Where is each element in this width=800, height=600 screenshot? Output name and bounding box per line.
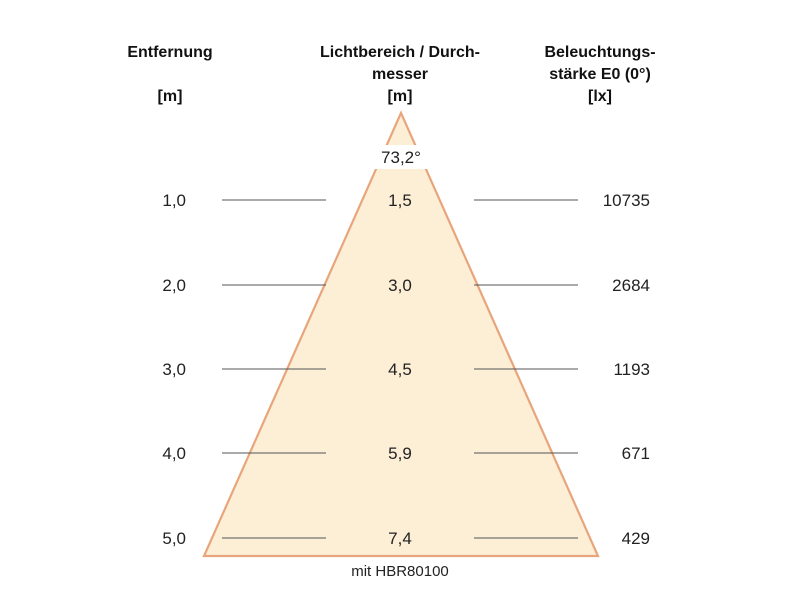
lamp-footnote: mit HBR80100: [351, 563, 449, 580]
illuminance-value: 10735: [603, 191, 650, 210]
diameter-value: 1,5: [388, 191, 412, 210]
illuminance-header-line-1: Beleuchtungs-: [544, 44, 656, 61]
distance-header: Entfernung [m]: [110, 42, 230, 108]
row-guide-lines: [222, 199, 578, 539]
illuminance-value: 429: [622, 529, 650, 548]
illuminance-header-unit: [lx]: [588, 88, 612, 105]
diameter-value: 5,9: [388, 444, 412, 463]
diameter-header-unit: [m]: [387, 88, 413, 105]
diameter-value: 4,5: [388, 360, 412, 379]
distance-value: 1,0: [162, 191, 186, 210]
distance-value: 3,0: [162, 360, 186, 379]
illuminance-header-line-2: stärke E0 (0°): [549, 66, 651, 83]
row-value-labels: 1,0 1,5 10735 2,0 3,0 2684 3,0 4,5 1193 4,0 5,9 671…: [162, 191, 650, 548]
distance-header-line-1: Entfernung: [127, 44, 213, 61]
distance-header-unit: [m]: [157, 88, 183, 105]
beam-angle-label: 73,2°: [381, 148, 421, 167]
illuminance-value: 671: [622, 444, 650, 463]
illuminance-header: Beleuchtungs- stärke E0 (0°) [lx]: [520, 42, 680, 108]
beam-angle-label-bg: [362, 145, 440, 169]
distance-value: 5,0: [162, 529, 186, 548]
light-cone: [202, 110, 600, 558]
diameter-header-line-2: messer: [371, 66, 429, 83]
diameter-value: 3,0: [388, 276, 412, 295]
illuminance-value: 2684: [612, 276, 650, 295]
diameter-header-line-1: Lichtbereich / Durch-: [319, 44, 481, 61]
diameter-value: 7,4: [388, 529, 412, 548]
distance-value: 2,0: [162, 276, 186, 295]
distance-value: 4,0: [162, 444, 186, 463]
diameter-header: Lichtbereich / Durch- messer [m]: [300, 42, 500, 108]
illuminance-value: 1193: [613, 360, 650, 379]
